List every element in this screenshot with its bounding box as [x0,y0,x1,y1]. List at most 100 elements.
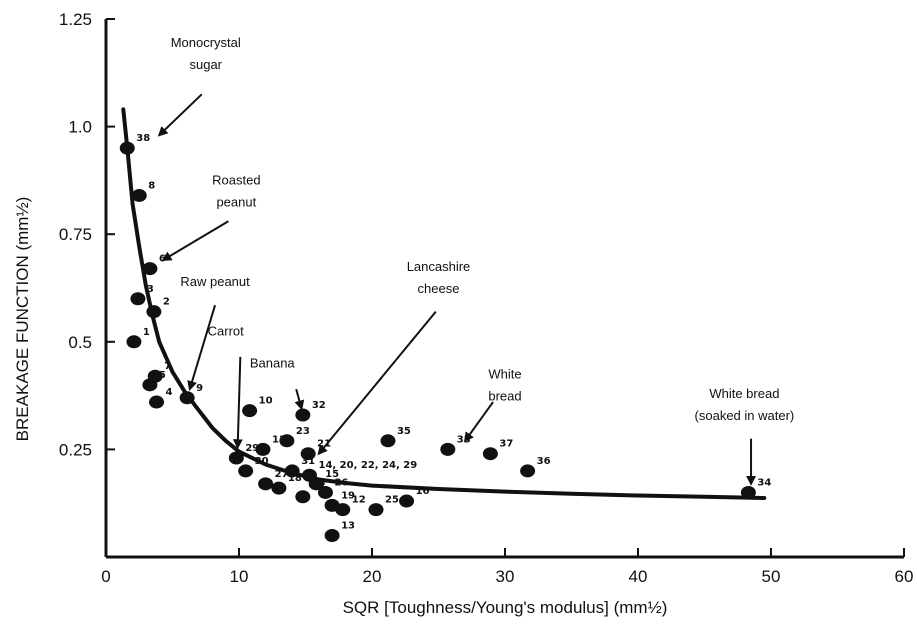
annotation-line: bread [488,388,521,403]
data-point-label: 5 [159,370,166,381]
annotation-arrow [317,311,437,456]
data-point-label: 7 [164,361,171,372]
annotation-line: Carrot [208,323,245,338]
data-point-label: 8 [148,180,155,191]
annotation-arrow [232,356,243,450]
data-point-label: 11 [272,434,286,445]
data-point [368,503,384,517]
data-point-label: 6 [159,254,166,265]
annotation-arrow [157,93,203,137]
x-axis-title: SQR [Toughness/Young's modulus] (mm½) [343,598,668,617]
y-tick-label: 0.75 [59,225,92,244]
x-tick-label: 10 [230,567,249,586]
data-point [284,464,300,478]
annotation-text: White bread (soaked in water) [695,386,795,423]
data-point-label: 37 [499,439,513,450]
annotation: Monocrystal sugar [157,35,241,137]
data-point-label: 30 [255,456,269,467]
data-point [301,468,317,482]
data-point [740,485,756,499]
y-tick-label: 0.5 [68,333,92,352]
data-point [146,305,162,319]
data-point [179,391,195,405]
data-point [399,494,415,508]
data-point-label: 15 [325,469,339,480]
annotation: White bread [463,366,522,443]
data-point [242,404,258,418]
annotation-line: sugar [189,57,222,72]
annotation-text: Carrot [208,323,245,338]
data-point-label: 31 [301,456,315,467]
y-tick-label: 0.25 [59,440,92,459]
data-point-label: 38 [136,133,150,144]
data-point [300,447,316,461]
data-point-label: 33 [457,434,471,445]
data-point-label: 9 [196,383,203,394]
annotation-arrow [294,388,305,411]
x-tick-label: 20 [363,567,382,586]
x-tick-label: 60 [895,567,914,586]
y-axis-title: BREAKAGE FUNCTION (mm½) [13,197,32,442]
data-point-label: 36 [537,456,551,467]
data-point-label: 14, 20, 22, 24, 29 [318,460,417,471]
x-tick-label: 30 [496,567,515,586]
annotation-arrow [463,401,494,443]
data-point-label: 1 [143,327,150,338]
data-point-label: 13 [341,520,355,531]
annotation-line: White bread [709,386,779,401]
data-point-label: 29 [245,443,259,454]
fit-curve [121,107,767,500]
annotation-line: Roasted [212,173,260,188]
annotation-line: Monocrystal [171,35,241,50]
data-point-label: 18 [288,473,302,484]
data-point-label: 32 [312,400,326,411]
annotation-line: Banana [250,356,296,371]
data-point [238,464,254,478]
annotation: Banana [250,356,305,411]
annotation: Carrot [208,323,245,450]
data-point-label: 16 [416,486,430,497]
x-tick-label: 0 [101,567,110,586]
data-point [126,335,142,349]
data-point [258,477,274,491]
annotation-text: Lancashire cheese [407,259,471,296]
data-point [119,141,135,155]
data-point [440,442,456,456]
annotation-text: Raw peanut [180,274,250,289]
data-point-label: 21 [317,439,331,450]
annotation-line: Raw peanut [180,274,250,289]
data-point [131,188,147,202]
data-point [295,490,311,504]
data-point-label: 35 [397,426,411,437]
annotation-line: White [488,366,521,381]
x-tick-label: 50 [762,567,781,586]
data-point [317,485,333,499]
annotation-text: Monocrystal sugar [171,35,241,72]
y-tick-label: 1.0 [68,118,92,137]
data-point-label: 2 [163,297,170,308]
data-point [295,408,311,422]
annotation-arrow [161,220,229,262]
data-point-label: 19 [341,490,355,501]
data-point-label: 26 [334,477,348,488]
data-point [149,395,165,409]
annotation: Roasted peanut [161,173,261,262]
data-point-label: 4 [166,387,173,398]
annotation: White bread (soaked in water) [695,386,795,486]
data-point-label: 23 [296,426,310,437]
annotation: Raw peanut [180,274,250,392]
data-point-label: 25 [385,495,399,506]
data-point [228,451,244,465]
data-point [520,464,536,478]
annotation-line: cheese [418,281,460,296]
data-point [130,292,146,306]
annotation-line: (soaked in water) [695,408,795,423]
data-point [279,434,295,448]
annotation-text: Roasted peanut [212,173,260,210]
data-point [335,503,351,517]
data-point [255,442,271,456]
annotation-line: Lancashire [407,259,471,274]
data-point-label: 3 [147,284,154,295]
data-point [482,447,498,461]
